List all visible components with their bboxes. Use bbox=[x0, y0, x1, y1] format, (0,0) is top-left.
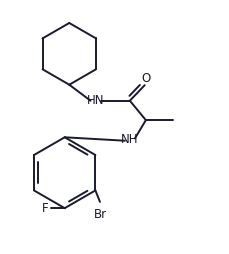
Text: NH: NH bbox=[121, 133, 138, 146]
Text: O: O bbox=[141, 72, 150, 86]
Text: F: F bbox=[42, 202, 49, 215]
Text: HN: HN bbox=[86, 94, 104, 107]
Text: Br: Br bbox=[93, 208, 106, 220]
